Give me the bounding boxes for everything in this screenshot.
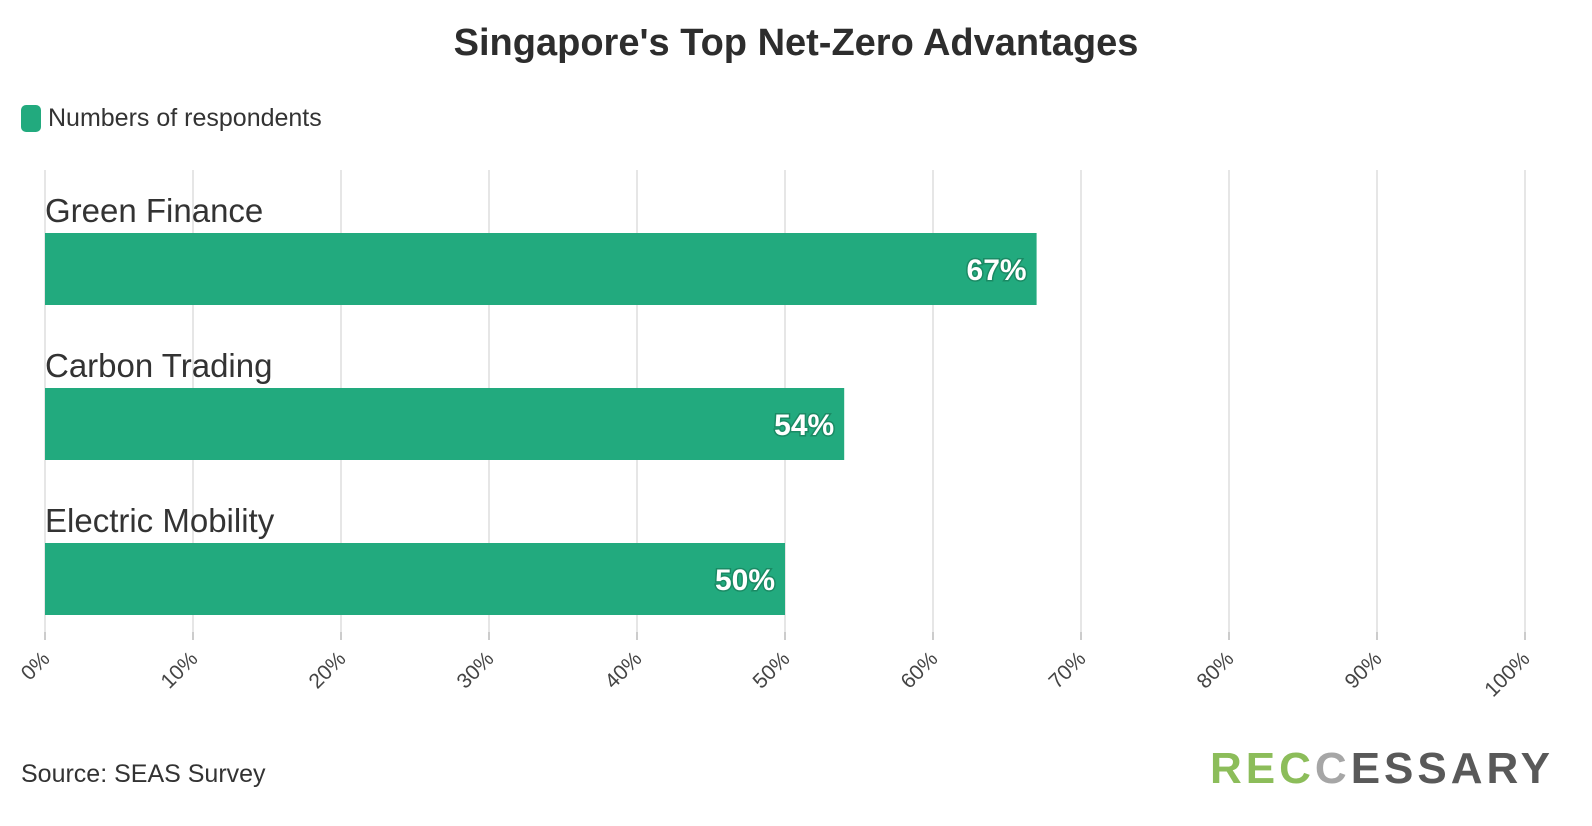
data-label: 54% <box>774 409 834 442</box>
bar <box>45 543 785 615</box>
legend: Numbers of respondents <box>21 104 322 133</box>
x-tick-label: 70% <box>1045 647 1091 693</box>
x-tick-label: 50% <box>749 647 795 693</box>
x-tick-label: 90% <box>1341 647 1387 693</box>
x-tick-label: 60% <box>897 647 943 693</box>
x-tick-label: 20% <box>305 647 351 693</box>
legend-swatch <box>21 105 41 132</box>
category-label: Electric Mobility <box>45 502 275 539</box>
category-label: Carbon Trading <box>45 347 272 384</box>
category-label: Green Finance <box>45 192 263 229</box>
x-tick-label: 100% <box>1480 647 1534 701</box>
bar <box>45 388 845 460</box>
data-label: 67% <box>967 254 1027 287</box>
logo-part-c: C <box>1314 744 1351 793</box>
x-tick-label: 0% <box>17 647 55 685</box>
x-tick-label: 80% <box>1193 647 1239 693</box>
bar-chart: 0% 10% 20% 30% 40% 50% 60% 70% 80% 90% 100% Green F… <box>17 170 1535 702</box>
bar <box>45 233 1037 305</box>
legend-label: Numbers of respondents <box>48 104 322 132</box>
source-note: Source: SEAS Survey <box>21 760 266 788</box>
brand-logo: RECCESSARY <box>1210 744 1554 794</box>
data-label: 50% <box>715 564 775 597</box>
x-tick-label: 40% <box>601 647 647 693</box>
x-tick-label: 30% <box>453 647 499 693</box>
logo-part-rec: REC <box>1210 744 1315 793</box>
x-tick-label: 10% <box>157 647 203 693</box>
chart-title: Singapore's Top Net-Zero Advantages <box>453 22 1139 64</box>
logo-part-essary: ESSARY <box>1350 744 1554 793</box>
